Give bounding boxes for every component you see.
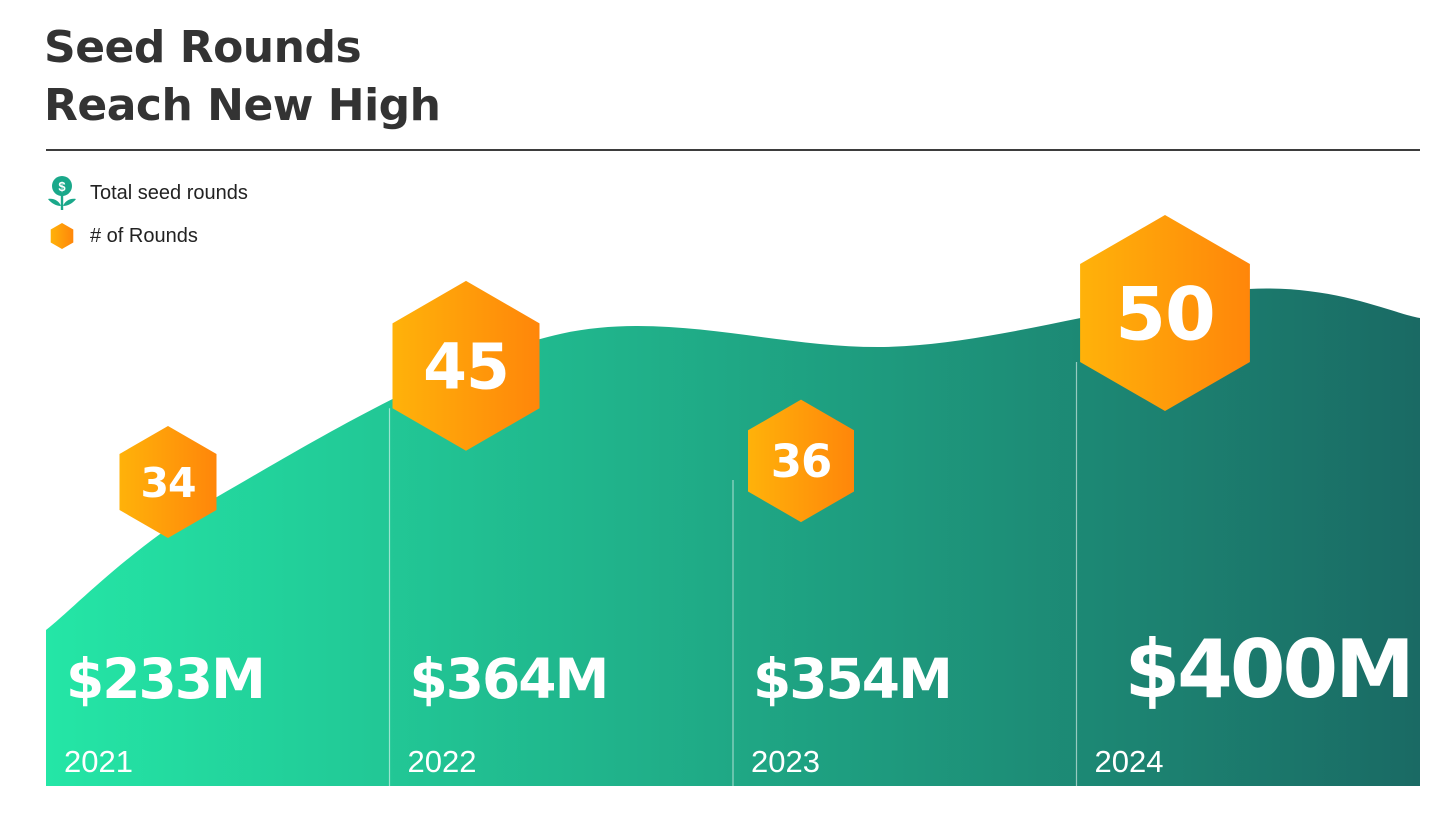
- round-count-marker-2024: 50: [1080, 215, 1250, 411]
- year-label-2023: 2023: [751, 744, 820, 779]
- amount-label-2021: $233M: [66, 647, 264, 711]
- legend-label: # of Rounds: [90, 224, 198, 247]
- amount-label-2024: $400M: [1125, 623, 1412, 716]
- year-label-2021: 2021: [64, 744, 133, 779]
- year-dividers: [388, 362, 1078, 786]
- year-label-2024: 2024: [1095, 744, 1164, 779]
- round-count-label: 50: [1115, 272, 1215, 357]
- legend-item-number-of-rounds: # of Rounds: [44, 219, 198, 253]
- hexagon-icon: [748, 399, 854, 523]
- round-count-label: 36: [771, 435, 832, 488]
- title-divider: [46, 149, 1420, 151]
- round-count-marker-2023: 36: [748, 399, 854, 523]
- round-count-label: 45: [423, 330, 509, 403]
- round-count-marker-2021: 34: [119, 426, 217, 538]
- hexagon-icon: [392, 280, 540, 451]
- amount-label-2023: $354M: [753, 647, 951, 711]
- year-labels: 2021 2022 2023 2024: [64, 744, 1163, 779]
- hexagon-icon: [44, 219, 80, 253]
- hexagon-icon: [119, 426, 217, 538]
- legend-label: Total seed rounds: [90, 181, 248, 204]
- amount-labels: $233M $364M $354M $400M: [66, 623, 1415, 716]
- hexagon-icon: [1080, 215, 1250, 411]
- round-count-markers: 34 45 36 50: [119, 215, 1250, 538]
- round-count-marker-2022: 45: [392, 280, 540, 451]
- year-label-2022: 2022: [408, 744, 477, 779]
- legend-item-total-seed-rounds: $ Total seed rounds: [44, 176, 248, 210]
- page-title-line-2: Reach New High: [44, 80, 441, 131]
- page-title-line-1: Seed Rounds: [44, 22, 362, 73]
- money-plant-icon: $: [44, 176, 80, 210]
- round-count-label: 34: [140, 459, 195, 507]
- amount-label-2022: $364M: [410, 647, 608, 711]
- svg-text:$: $: [58, 179, 66, 194]
